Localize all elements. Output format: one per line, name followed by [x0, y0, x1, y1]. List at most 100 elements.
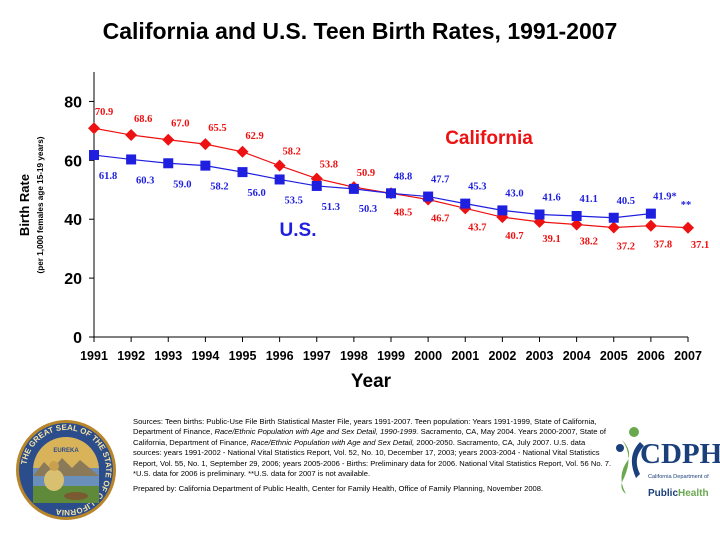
data-point-us [126, 154, 137, 165]
data-point-california [682, 221, 694, 234]
x-tick-label: 1992 [117, 349, 145, 363]
data-point-us [163, 158, 174, 169]
data-label-california: 70.9 [95, 107, 113, 118]
data-label-california: 43.7 [468, 222, 486, 233]
data-label-california: 38.2 [579, 237, 597, 248]
data-label-us: 45.3 [468, 182, 486, 193]
sources-note: Sources: Teen births: Public-Use File Bi… [133, 417, 615, 500]
data-label-california: 37.2 [617, 241, 635, 252]
teen-birth-rate-chart: 0 20 40 60 80 1991 1992 1993 1994 1995 1996 1997 199… [17, 72, 709, 392]
x-tick-label: 1991 [80, 349, 108, 363]
series-line-us [93, 154, 651, 219]
data-label-us: 48.8 [394, 171, 412, 182]
data-point-us [423, 191, 434, 202]
x-axis-title: Year [351, 371, 392, 392]
data-point-california [607, 221, 620, 234]
x-tick-label: 2000 [414, 349, 442, 363]
data-label-california: 53.8 [320, 160, 338, 171]
data-label-california: 65.5 [208, 123, 226, 134]
y-tick-label: 60 [64, 153, 82, 170]
x-tick-label: 1993 [154, 349, 182, 363]
series-line-california [93, 127, 689, 229]
data-point-us [571, 210, 582, 221]
data-point-california [273, 159, 286, 172]
data-point-california [570, 218, 583, 231]
x-tick-label: 1996 [266, 349, 294, 363]
data-label-us: 47.7 [431, 175, 449, 186]
data-label-us: 58.2 [210, 182, 228, 193]
data-point-us [608, 212, 619, 223]
data-label-us: 41.1 [579, 194, 597, 205]
data-label-us: 61.8 [99, 171, 117, 182]
y-axis-subtitle: (per 1,000 females age 15-19 years) [36, 136, 45, 273]
data-label-us: 51.3 [322, 202, 340, 213]
sources-paragraph: Sources: Teen births: Public-Use File Bi… [133, 417, 612, 479]
data-label-california: 58.2 [282, 147, 300, 158]
data-point-us [386, 188, 396, 199]
data-point-us [645, 208, 656, 219]
data-point-us [274, 174, 285, 185]
cdph-acronym: CDPH [640, 438, 720, 470]
data-point-california [125, 129, 138, 142]
data-label-us: 40.5 [617, 196, 635, 207]
data-label-california: 68.6 [134, 114, 152, 125]
data-point-us [311, 180, 322, 191]
data-label-california: 37.8 [654, 240, 672, 251]
seal-motto: EUREKA [53, 448, 79, 454]
x-tick-label: 1999 [377, 349, 405, 363]
data-label-us: 53.5 [284, 195, 302, 206]
data-label-california: 37.1 [691, 240, 709, 251]
data-label-us: 43.0 [505, 188, 523, 199]
data-label-us: 60.3 [136, 175, 154, 186]
cdph-figure-icon [616, 427, 644, 494]
data-point-california [236, 145, 249, 158]
x-tick-label: 2006 [637, 349, 665, 363]
data-point-us [497, 205, 508, 216]
series-name-california: California [445, 128, 533, 149]
data-point-us [460, 198, 471, 209]
data-label-california: 62.9 [245, 131, 263, 142]
data-label-california: 40.7 [505, 231, 523, 242]
y-tick-label: 80 [64, 94, 82, 111]
data-label-california: 67.0 [171, 119, 189, 130]
data-label-us: 50.3 [359, 204, 377, 215]
data-point-california [644, 219, 657, 232]
series-name-us: U.S. [280, 220, 317, 241]
cdph-logo: CDPH California Department of PublicHeal… [614, 426, 720, 516]
x-tick-label: 1997 [303, 349, 331, 363]
x-tick-label: 1994 [191, 349, 219, 363]
y-tick-label: 0 [73, 330, 82, 347]
data-label-california: 39.1 [542, 234, 560, 245]
y-tick-label: 40 [64, 212, 82, 229]
data-label-california: 48.5 [394, 207, 412, 218]
cdph-department: California Department of [648, 474, 709, 480]
data-label-us: 41.6 [542, 193, 560, 204]
data-label-us: ** [681, 200, 692, 211]
data-point-us [89, 150, 99, 161]
x-tick-label: 2002 [488, 349, 516, 363]
x-tick-label: 1995 [229, 349, 257, 363]
prepared-by: Prepared by: California Department of Pu… [133, 484, 544, 494]
data-point-us [348, 183, 359, 194]
data-label-us: 41.9* [653, 192, 677, 203]
x-tick-label: 2004 [563, 349, 591, 363]
data-label-us: 56.0 [247, 188, 265, 199]
y-axis-title: Birth Rate [17, 174, 32, 236]
x-tick-label: 2003 [526, 349, 554, 363]
data-point-california [199, 138, 212, 151]
data-point-california [88, 122, 100, 135]
data-point-us [200, 160, 211, 171]
cdph-public-health: PublicHealth [648, 488, 709, 499]
data-label-california: 50.9 [357, 168, 375, 179]
data-point-us [534, 209, 545, 220]
chart-title: California and U.S. Teen Birth Rates, 19… [102, 18, 618, 44]
y-tick-label: 20 [64, 271, 82, 288]
x-tick-label: 1998 [340, 349, 368, 363]
x-tick-label: 2001 [451, 349, 479, 363]
x-tick-label: 2005 [600, 349, 628, 363]
data-point-california [162, 133, 175, 146]
data-point-us [237, 167, 248, 178]
california-state-seal: THE GREAT SEAL OF THE STATE OF CALIFORNI… [16, 420, 116, 520]
data-label-us: 59.0 [173, 179, 191, 190]
x-tick-label: 2007 [674, 349, 702, 363]
